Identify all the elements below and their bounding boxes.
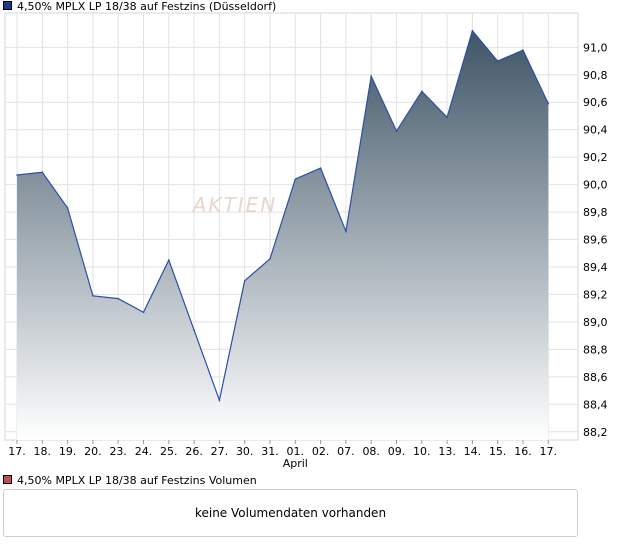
x-tick-label: 14. (464, 445, 482, 458)
watermark: AKTIEN (191, 193, 278, 217)
price-point (421, 90, 423, 93)
price-point (496, 60, 499, 62)
price-point (243, 279, 246, 282)
price-point (193, 329, 195, 331)
x-tick-label: 20. (84, 445, 102, 458)
area-series (16, 29, 550, 441)
price-point (66, 207, 69, 209)
price-point (168, 259, 170, 261)
y-tick-label: 88,6 (583, 371, 608, 384)
price-point (142, 311, 145, 314)
x-tick-label: 27. (211, 445, 229, 458)
x-tick-label: 24. (135, 445, 153, 458)
x-tick-label: 17. (540, 445, 558, 458)
price-point (117, 297, 119, 300)
y-tick-label: 89,6 (583, 234, 608, 247)
y-tick-label: 88,4 (583, 398, 608, 411)
y-tick-label: 89,0 (583, 316, 608, 329)
price-legend-swatch (3, 1, 12, 10)
price-point (345, 230, 347, 233)
volume-legend: 4,50% MPLX LP 18/38 auf Festzins Volumen (3, 474, 257, 487)
x-tick-label: 01. (287, 445, 305, 458)
y-tick-label: 89,8 (583, 206, 608, 219)
price-point (547, 102, 550, 105)
y-tick-label: 91,0 (583, 41, 608, 54)
volume-empty-message: keine Volumendaten vorhanden (194, 506, 387, 520)
x-tick-label: 26. (185, 445, 203, 458)
volume-panel: keine Volumendaten vorhanden (3, 489, 578, 537)
price-point (92, 295, 94, 297)
price-point (269, 257, 271, 260)
price-point (395, 130, 398, 132)
x-tick-label: 23. (109, 445, 127, 458)
price-point (16, 174, 18, 176)
price-point (41, 171, 44, 174)
price-point (446, 116, 448, 119)
y-tick-label: 89,2 (583, 288, 608, 301)
price-point (471, 30, 474, 32)
x-tick-label: 02. (312, 445, 330, 458)
x-tick-label: 13. (438, 445, 456, 458)
price-point (522, 49, 524, 51)
y-tick-label: 88,8 (583, 343, 608, 356)
price-area-fill (17, 30, 549, 441)
y-tick-label: 90,4 (583, 124, 608, 137)
volume-legend-swatch (3, 475, 12, 484)
x-tick-label: 10. (413, 445, 431, 458)
x-axis: 17. 18. 19. 20. 23. 24. 25. 26. 27. 30. 31. 01. 02. 0… (8, 440, 557, 470)
x-tick-label: 17. (8, 445, 26, 458)
y-tick-label: 90,8 (583, 69, 608, 82)
x-tick-label: 19. (59, 445, 77, 458)
x-month-label: April (283, 457, 308, 470)
y-tick-label: 88,2 (583, 426, 608, 439)
price-chart: AKTIEN 91,0 90,8 90,6 90,4 90,2 90,0 89,8 89,6 8… (4, 12, 608, 470)
price-point (319, 167, 322, 169)
price-legend: 4,50% MPLX LP 18/38 auf Festzins (Düssel… (3, 0, 276, 13)
volume-legend-label: 4,50% MPLX LP 18/38 auf Festzins Volumen (17, 474, 257, 487)
price-legend-label: 4,50% MPLX LP 18/38 auf Festzins (Düssel… (17, 0, 277, 13)
x-tick-label: 31. (261, 445, 279, 458)
price-point (218, 399, 221, 401)
y-tick-label: 90,2 (583, 151, 608, 164)
price-point (294, 178, 297, 180)
x-tick-label: 09. (388, 445, 406, 458)
price-point (370, 75, 373, 77)
y-tick-label: 90,6 (583, 96, 608, 109)
x-tick-label: 16. (514, 445, 532, 458)
y-tick-label: 90,0 (583, 179, 608, 192)
x-tick-label: 18. (34, 445, 52, 458)
y-axis: 91,0 90,8 90,6 90,4 90,2 90,0 89,8 89,6 89,4 89,2… (583, 41, 608, 438)
x-tick-label: 08. (362, 445, 380, 458)
x-tick-label: 30. (236, 445, 254, 458)
x-tick-label: 15. (489, 445, 507, 458)
x-tick-label: 25. (160, 445, 178, 458)
x-tick-label: 07. (337, 445, 355, 458)
price-line (16, 29, 549, 403)
y-tick-label: 89,4 (583, 261, 608, 274)
